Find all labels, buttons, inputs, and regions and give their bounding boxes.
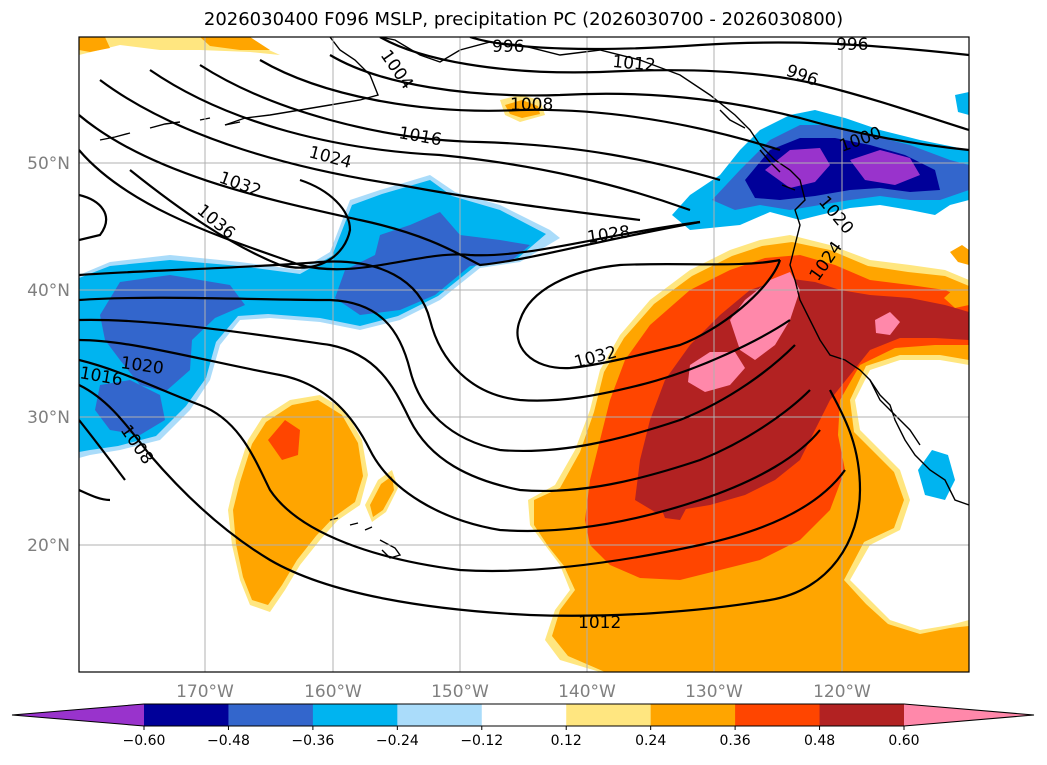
positive-anomaly-east-pink-2 [688, 352, 745, 392]
colorbar-tick-label: 0.36 [720, 733, 751, 749]
isobar-1020-upper [99, 79, 641, 222]
colorbar-segment [735, 704, 821, 726]
colorbar-segment [397, 704, 483, 726]
lon-label: 130°W [685, 682, 743, 702]
negative-anomaly-central-blue [335, 212, 530, 315]
alaska-coast [224, 37, 761, 146]
coastlines [99, 37, 969, 559]
colorbar-tick-label: −0.48 [207, 733, 250, 749]
positive-anomaly-east-darkred [635, 278, 969, 512]
west-coast-north [759, 144, 969, 506]
isobar-label: 1012 [578, 613, 621, 633]
colorbar-extend-max [904, 704, 1034, 726]
isobar-1004-lower [79, 419, 126, 481]
isobar-1000-lower [79, 488, 111, 502]
baja-coast [869, 379, 921, 446]
isobar-label: 1012 [612, 52, 657, 76]
isobar-1028-wide [79, 260, 791, 402]
positive-anomaly-east-pink-3 [875, 312, 900, 335]
isobar-label: 996 [836, 35, 868, 55]
british-columbia-islands [719, 109, 796, 191]
lon-label: 120°W [813, 682, 871, 702]
positive-anomaly-east-small-1 [944, 285, 969, 308]
lon-label: 160°W [304, 682, 362, 702]
isobar-label: 1008 [510, 95, 553, 115]
isobar-1016 [79, 338, 821, 533]
isobar-1012-upper [199, 64, 721, 182]
negative-anomaly-far-east [955, 92, 969, 115]
isobar-label: 996 [492, 37, 524, 57]
negative-anomaly-northeast-purple-2 [850, 150, 920, 185]
lat-label: 40°N [27, 281, 70, 301]
colorbar-segment [481, 704, 567, 726]
colorbar-tick-label: −0.36 [291, 733, 334, 749]
lon-label: 150°W [431, 682, 489, 702]
isobar-1008 [79, 384, 862, 617]
negative-anomaly-southwest-blue [95, 380, 165, 435]
colorbar-tick-label: −0.60 [123, 733, 166, 749]
negative-anomaly-west-blue [100, 275, 245, 392]
isobar-1032-loop [516, 258, 782, 370]
colorbar-tick-label: −0.12 [460, 733, 503, 749]
lat-label: 20°N [27, 536, 70, 556]
isobar-contours [79, 37, 969, 617]
positive-anomaly-west-orange [233, 400, 363, 605]
map-title: 2026030400 F096 MSLP, precipitation PC (… [203, 9, 844, 30]
isobar-1000 [379, 37, 969, 132]
isobar-1016-upper [149, 69, 691, 212]
positive-anomaly-east-pink-1 [730, 272, 800, 360]
plot-frame [78, 36, 970, 673]
colorbar-tick-label: 0.48 [804, 733, 835, 749]
isobar-1032-west [79, 193, 107, 242]
colorbar-segment [312, 704, 398, 726]
isobar-996-north [469, 37, 969, 57]
positive-anomaly-east-small-2 [950, 245, 969, 265]
isobar-1004 [329, 54, 969, 152]
colorbar-segment [144, 704, 229, 726]
isobar-1020 [79, 318, 811, 493]
latitude-labels: 50°N 40°N 30°N 20°N [27, 154, 70, 556]
map-plot-area: 996 996 996 1008 1016 1024 1032 1036 102… [79, 35, 969, 672]
isobar-1028 [79, 149, 701, 271]
isobar-1024-wide [79, 296, 796, 453]
positive-anomaly-west-redorange [268, 420, 300, 460]
colorbar-tick-label: 0.24 [635, 733, 666, 749]
isobar-1036 [129, 169, 352, 269]
lon-label: 170°W [176, 682, 234, 702]
positive-anomaly-top-orange [79, 37, 110, 52]
negative-anomaly-northeast-purple [765, 148, 830, 188]
colorbar-tick-label: 0.12 [551, 733, 582, 749]
positive-anomaly-top-orange-2 [200, 37, 270, 50]
colorbar-segment [228, 704, 314, 726]
lat-label: 30°N [27, 408, 70, 428]
colorbar-tick-label: 0.60 [888, 733, 919, 749]
lon-label: 140°W [558, 682, 616, 702]
colorbar-segment [650, 704, 736, 726]
isobar-1008-upper [259, 59, 781, 152]
isobar-1024-upper [79, 114, 701, 267]
positive-anomaly-hawaii-orange [370, 476, 394, 517]
lat-label: 50°N [27, 154, 70, 174]
graticule [79, 37, 969, 672]
hawaii-islands [329, 517, 402, 559]
colorbar: −0.60 −0.48 −0.36 −0.24 −0.12 0.12 0.24 0.36 0.4… [11, 703, 1035, 749]
aleutian-islands [99, 117, 241, 141]
colorbar-segment [566, 704, 652, 726]
colorbar-tick-label: −0.24 [376, 733, 419, 749]
isobar-1012-mid [79, 358, 846, 573]
longitude-labels: 170°W 160°W 150°W 140°W 130°W 120°W [176, 682, 871, 702]
colorbar-segment [819, 704, 905, 726]
colorbar-extend-min [12, 704, 144, 726]
